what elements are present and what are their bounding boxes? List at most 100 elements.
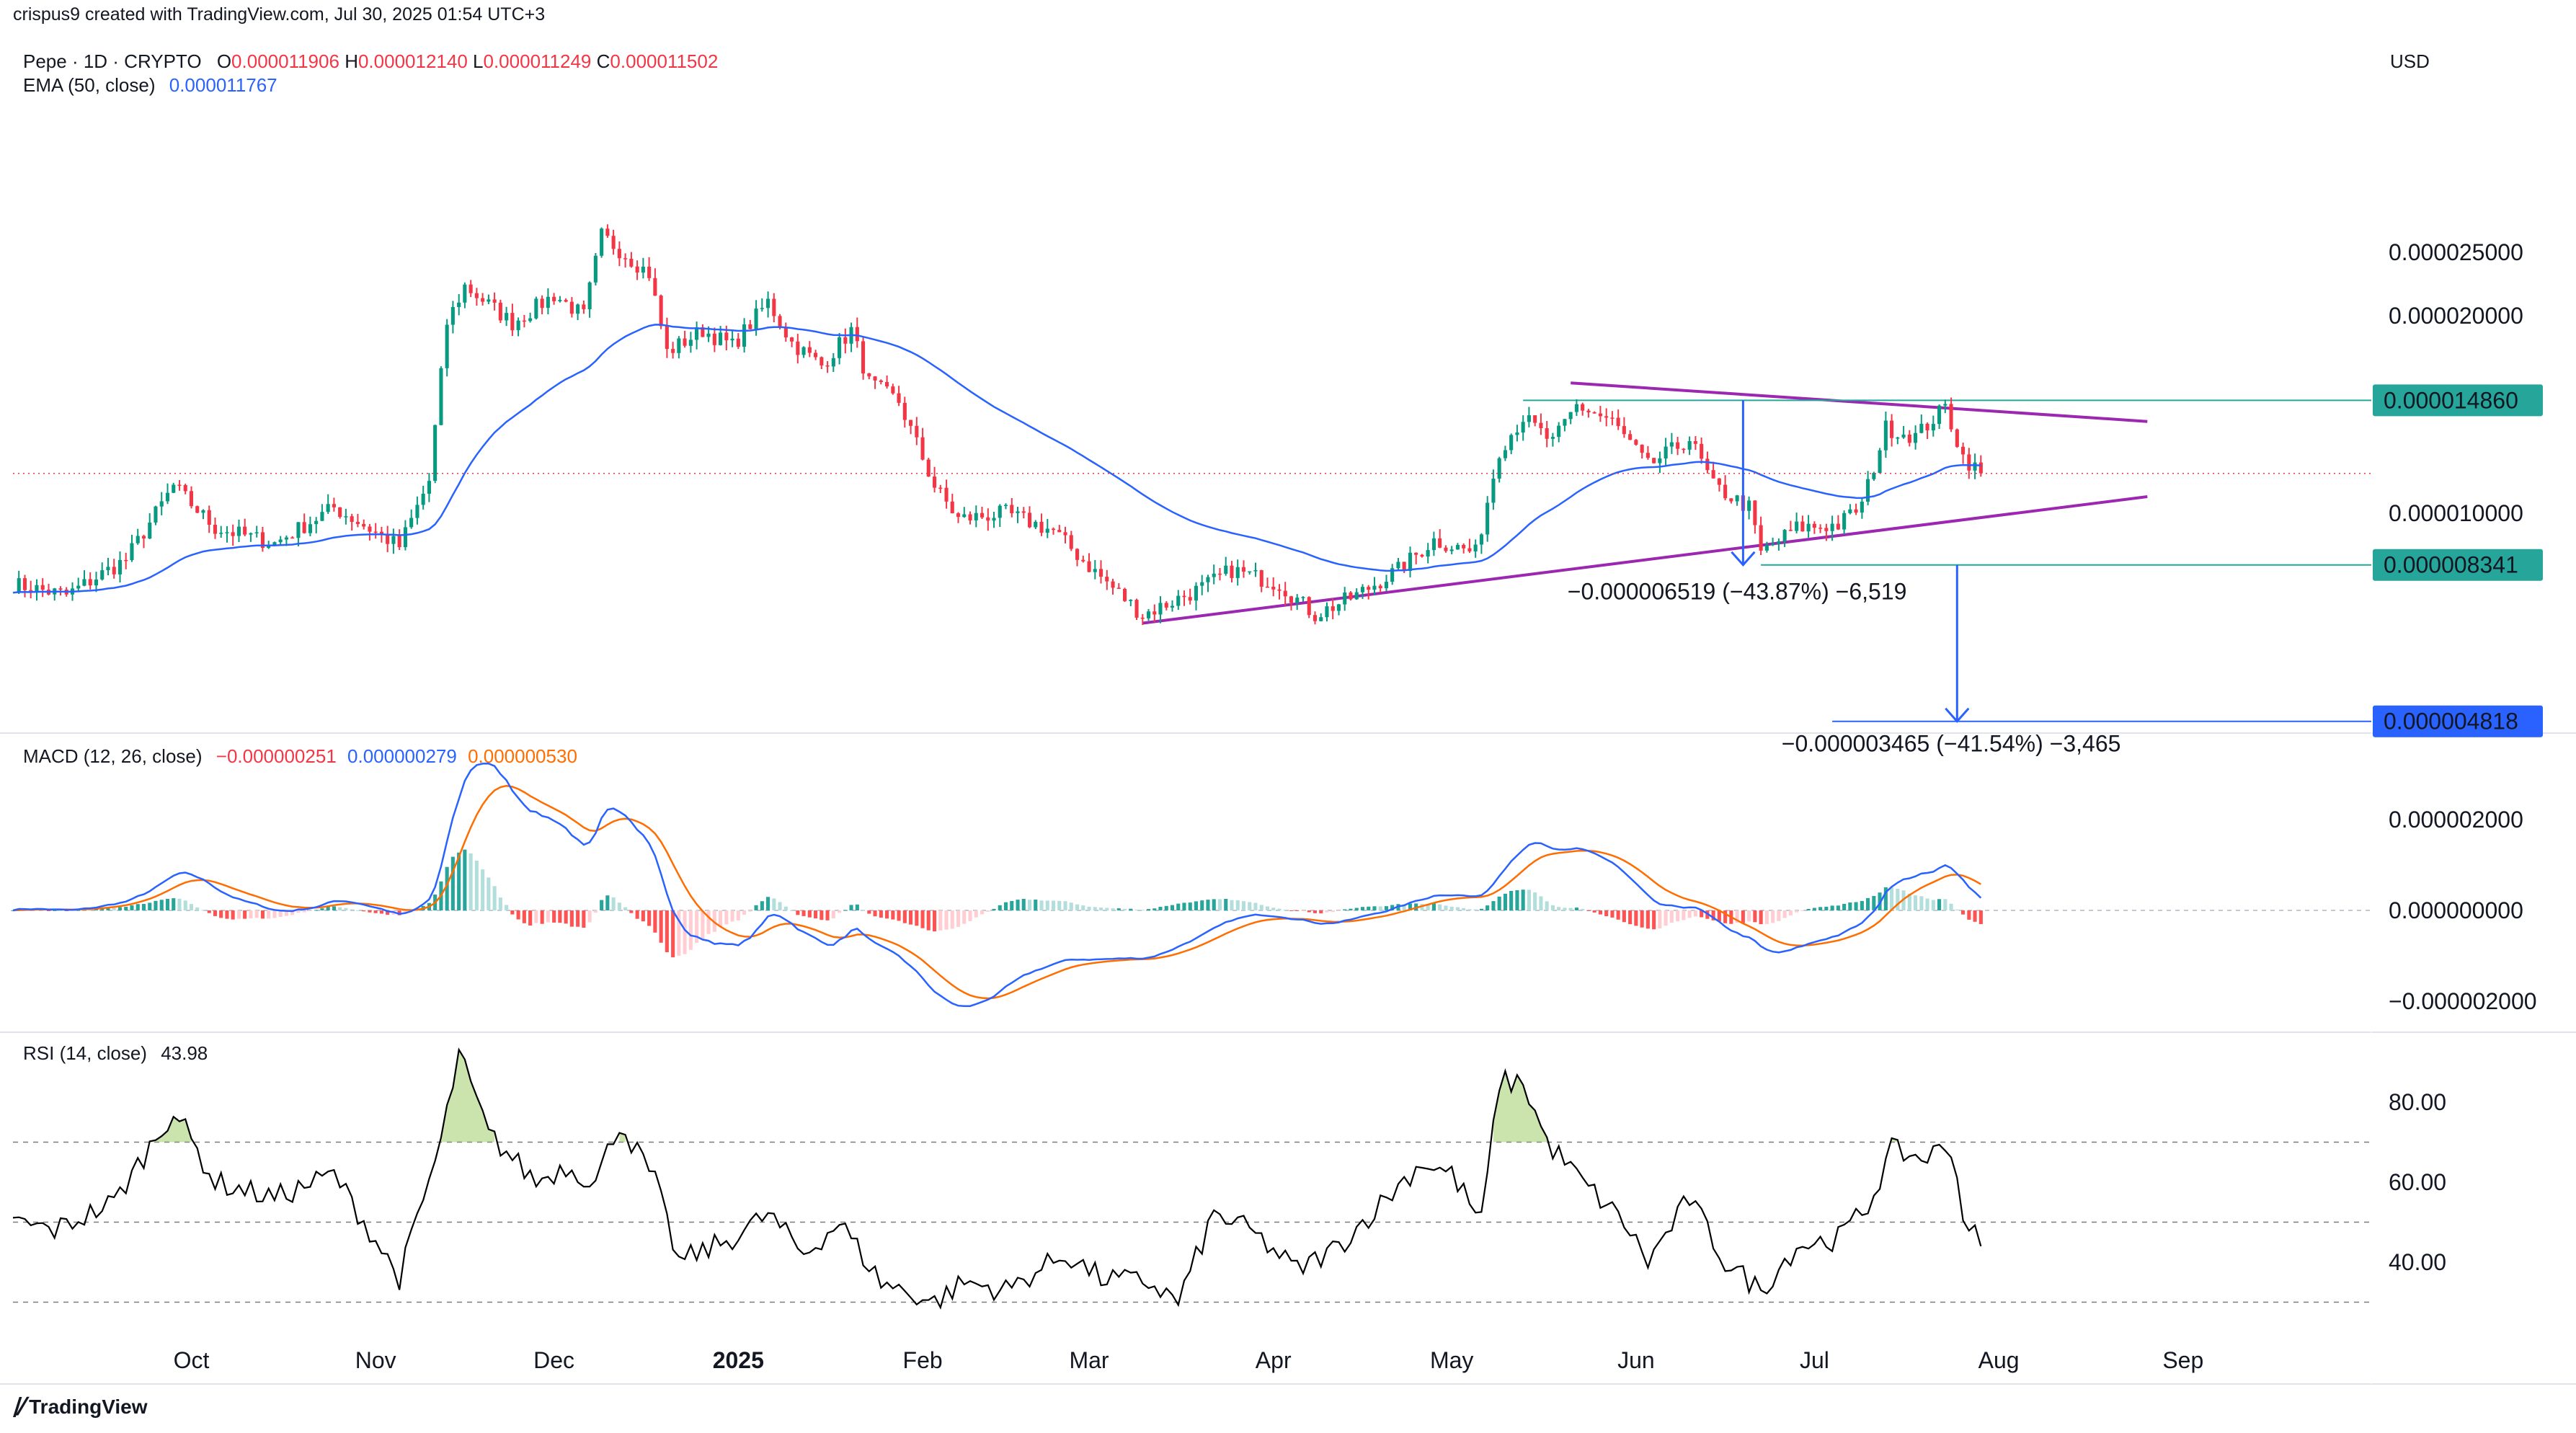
candle <box>172 482 176 494</box>
candle <box>1200 574 1204 595</box>
candle <box>879 379 883 385</box>
candle-body <box>1634 440 1638 445</box>
macd-histogram-bar <box>468 853 473 910</box>
macd-histogram-bar <box>552 910 556 923</box>
candle-body <box>1955 429 1959 447</box>
macd-histogram-bar <box>623 907 628 910</box>
candle-body <box>1497 458 1501 479</box>
candle <box>1396 558 1400 570</box>
macd-histogram-bar <box>986 910 990 912</box>
symbol-title[interactable]: Pepe · 1D · CRYPTO <box>23 50 202 72</box>
macd-histogram-bar <box>617 902 621 910</box>
candle-body <box>1503 450 1507 458</box>
candle-body <box>1087 561 1091 572</box>
ema-legend-label[interactable]: EMA (50, close) <box>23 74 156 96</box>
price-marker[interactable]: 0.000014860 <box>2373 384 2543 417</box>
ema-50-line[interactable] <box>12 324 1981 594</box>
time-tick-label: Feb <box>903 1347 943 1373</box>
candle-body <box>368 526 372 532</box>
candle <box>46 583 50 595</box>
candle <box>1188 588 1192 605</box>
candle <box>1610 411 1615 425</box>
candle <box>1961 443 1966 464</box>
rsi-line[interactable] <box>12 1047 1982 1310</box>
candle-body <box>873 376 877 381</box>
macd-tick-label: 0.000000000 <box>2389 897 2523 923</box>
candle <box>843 328 848 354</box>
candle-body <box>1604 416 1609 418</box>
macd-histogram-bar <box>909 910 913 925</box>
price-marker[interactable]: 0.000008341 <box>2373 549 2543 581</box>
macd-line[interactable] <box>12 763 1982 1007</box>
candle-body <box>760 308 764 309</box>
candle <box>409 509 414 529</box>
candle-body <box>1431 538 1436 551</box>
candle <box>1503 445 1507 461</box>
candle <box>1444 545 1448 553</box>
macd-histogram-bar <box>879 910 883 918</box>
candle <box>1949 397 1953 432</box>
time-tick-label: Dec <box>533 1347 574 1373</box>
trendline-upper[interactable] <box>1571 381 2148 423</box>
candle <box>1795 513 1799 533</box>
macd-histogram-bar <box>885 910 889 919</box>
candle-body <box>1414 552 1418 555</box>
candle-body <box>1057 530 1062 533</box>
candle-body <box>1325 606 1329 618</box>
macd-legend: MACD (12, 26, close) −0.000000251 0.0000… <box>23 745 577 768</box>
macd-histogram-bar <box>778 902 782 910</box>
rsi-legend-label[interactable]: RSI (14, close) <box>23 1042 147 1064</box>
candle-body <box>1937 405 1942 425</box>
candle <box>1878 448 1882 474</box>
candle <box>1016 507 1020 523</box>
candle-body <box>867 373 871 377</box>
rsi-overbought-fill <box>1493 1070 1547 1143</box>
macd-histogram-bar <box>659 910 663 943</box>
candle <box>1307 596 1311 618</box>
candle <box>605 224 610 238</box>
candle <box>783 322 788 342</box>
candle-body <box>302 522 306 533</box>
candle-body <box>1676 442 1680 449</box>
candle-body <box>201 510 205 513</box>
candle <box>1093 559 1097 580</box>
candle <box>820 356 824 370</box>
candle <box>219 525 223 538</box>
candle <box>742 318 747 352</box>
candle-body <box>902 402 907 420</box>
macd-signal-line[interactable] <box>12 784 1981 1000</box>
macd-histogram-bar <box>831 910 835 919</box>
macd-histogram-bar <box>998 905 1002 910</box>
macd-legend-label[interactable]: MACD (12, 26, close) <box>23 745 203 767</box>
price-marker[interactable]: 0.000004818 <box>2373 705 2543 737</box>
macd-histogram-bar <box>760 901 764 910</box>
candle-body <box>267 545 271 548</box>
candle-body <box>855 327 859 342</box>
macd-histogram-bar <box>695 910 699 944</box>
macd-histogram-bar <box>1842 903 1847 910</box>
candle-body <box>1479 534 1483 545</box>
macd-histogram-bar <box>1105 908 1109 910</box>
macd-histogram-bar <box>1111 908 1115 910</box>
macd-histogram-bar <box>1711 910 1715 920</box>
tradingview-logo[interactable]: /⁄ TradingView <box>13 1393 148 1421</box>
macd-histogram-bar <box>1491 901 1496 910</box>
candle-body <box>1158 603 1163 615</box>
macd-histogram-bar <box>58 910 63 911</box>
candle-body <box>546 296 550 309</box>
candle <box>177 480 182 491</box>
currency-label[interactable]: USD <box>2390 50 2430 72</box>
candle-body <box>1170 605 1174 608</box>
candle <box>885 375 889 389</box>
macd-histogram-bar <box>1016 900 1020 910</box>
candle <box>1723 475 1728 501</box>
macd-histogram-bar <box>1961 910 1966 915</box>
macd-histogram-bar <box>106 908 110 910</box>
candle <box>1123 587 1127 603</box>
macd-histogram-bar <box>1687 910 1692 918</box>
candle-body <box>986 517 990 521</box>
macd-histogram-bar <box>1574 908 1578 910</box>
macd-histogram-bar <box>154 900 158 910</box>
macd-histogram-bar <box>956 910 961 927</box>
